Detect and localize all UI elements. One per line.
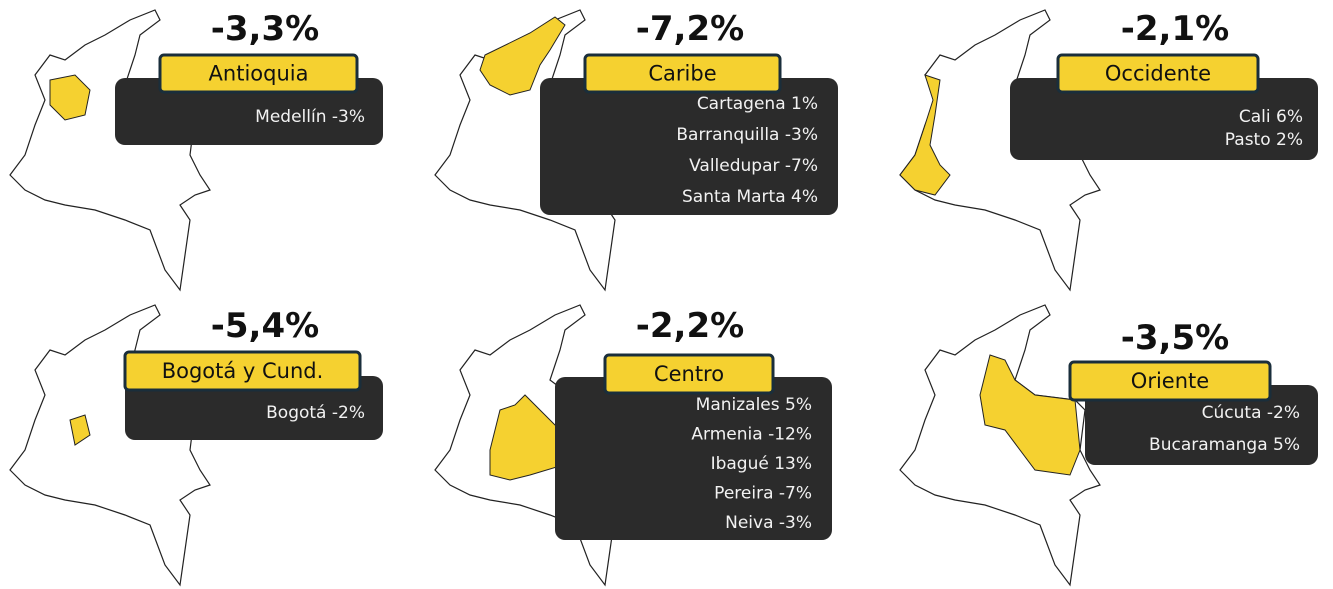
city-value: Neiva -3%: [725, 513, 812, 533]
city-value: Armenia -12%: [691, 425, 812, 445]
city-value: Ibagué 13%: [711, 454, 812, 474]
map: [434, 9, 636, 291]
region-label-box: [123, 350, 362, 392]
region-label: Caribe: [648, 62, 716, 86]
city-box: [1010, 78, 1318, 160]
map: [9, 304, 211, 586]
region-label: Bogotá y Cund.: [162, 359, 324, 383]
region-label-box: [1068, 360, 1272, 402]
change-value: -2,2%: [636, 306, 744, 346]
highlight-region: [479, 16, 566, 96]
city-box: [555, 377, 832, 540]
city-value: Bogotá -2%: [266, 403, 365, 423]
city-box: [1085, 385, 1318, 465]
change-value: -7,2%: [636, 9, 744, 49]
map: [899, 304, 1101, 586]
city-value: Bucaramanga 5%: [1149, 435, 1300, 455]
city-value: Cartagena 1%: [697, 94, 818, 114]
region-label: Antioquia: [209, 62, 309, 86]
change-value: -2,1%: [1121, 9, 1229, 49]
panel: Oriente -3,5% Cúcuta -2% Bucaramanga 5%: [899, 304, 1318, 586]
highlight-region: [69, 414, 91, 446]
region-label: Oriente: [1131, 369, 1209, 393]
panel: Occidente -2,1% Cali 6% Pasto 2%: [899, 9, 1318, 291]
region-label: Occidente: [1105, 62, 1211, 86]
city-value: Cúcuta -2%: [1202, 403, 1300, 423]
country-outline: [9, 9, 211, 291]
panel: Bogotá y Cund. -5,4% Bogotá -2%: [9, 304, 383, 586]
region-label-box: [583, 53, 782, 94]
change-value: -5,4%: [211, 306, 319, 346]
city-value: Pasto 2%: [1225, 130, 1303, 150]
city-value: Manizales 5%: [696, 395, 812, 415]
city-value: Cali 6%: [1239, 107, 1303, 127]
region-label-box: [158, 53, 359, 94]
panel: Antioquia -3,3% Medellín -3%: [9, 9, 383, 291]
city-value: Medellín -3%: [255, 107, 365, 127]
highlight-region: [49, 74, 91, 121]
region-label-box: [1056, 53, 1260, 94]
city-box: [125, 376, 383, 440]
country-outline: [9, 304, 211, 586]
change-value: -3,5%: [1121, 318, 1229, 358]
city-box: [115, 78, 383, 145]
city-value: Pereira -7%: [714, 484, 812, 504]
city-value: Santa Marta 4%: [682, 187, 818, 207]
region-label-box: [603, 353, 775, 395]
panel: Centro -2,2% Manizales 5% Armenia -12% Ibagu…: [434, 304, 832, 586]
highlight-region: [979, 354, 1081, 476]
city-value: Valledupar -7%: [689, 156, 818, 176]
map: [899, 9, 1101, 291]
panel: Caribe -7,2% Cartagena 1% Barranquilla -3% V…: [434, 9, 838, 291]
change-value: -3,3%: [211, 9, 319, 49]
highlight-region: [899, 74, 951, 196]
region-label: Centro: [654, 362, 724, 386]
city-box: [540, 78, 838, 215]
city-value: Barranquilla -3%: [676, 125, 818, 145]
map: [9, 9, 211, 291]
